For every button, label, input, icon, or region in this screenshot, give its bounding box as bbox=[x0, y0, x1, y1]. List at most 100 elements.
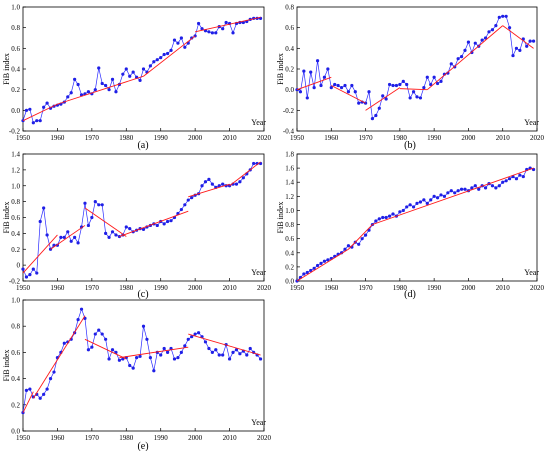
data-point bbox=[183, 203, 187, 207]
data-point bbox=[145, 337, 149, 341]
data-point bbox=[322, 259, 327, 263]
data-point bbox=[217, 184, 221, 188]
data-point bbox=[35, 271, 39, 275]
x-tick-label: 1980 bbox=[119, 284, 134, 292]
data-point bbox=[405, 82, 409, 87]
x-tick-label: 1980 bbox=[393, 134, 408, 142]
data-point bbox=[357, 242, 361, 246]
x-tick-label: 1980 bbox=[393, 284, 408, 292]
data-point bbox=[66, 230, 70, 234]
x-tick-label: 1970 bbox=[85, 284, 100, 292]
data-point bbox=[494, 186, 498, 190]
trend-line bbox=[348, 224, 373, 250]
series-line bbox=[22, 163, 261, 278]
data-point bbox=[97, 203, 101, 207]
data-point bbox=[459, 55, 464, 59]
data-point bbox=[210, 350, 214, 354]
trend-line bbox=[119, 210, 189, 237]
data-point bbox=[186, 198, 190, 202]
data-point bbox=[155, 223, 159, 228]
x-tick-label: 2010 bbox=[496, 284, 511, 292]
data-point bbox=[408, 96, 412, 100]
x-tick-label: 1960 bbox=[324, 134, 339, 142]
data-point bbox=[73, 77, 77, 81]
y-tick-label: 1.0 bbox=[11, 182, 20, 190]
data-point bbox=[66, 95, 70, 99]
data-point bbox=[42, 206, 46, 210]
x-tick-label: 2020 bbox=[257, 284, 272, 292]
data-point bbox=[374, 113, 378, 118]
data-point bbox=[360, 237, 364, 241]
data-point bbox=[432, 194, 436, 198]
data-point bbox=[507, 26, 512, 30]
data-point bbox=[169, 48, 173, 53]
data-point bbox=[141, 67, 146, 71]
y-tick-label: 0.2 bbox=[11, 246, 20, 254]
chart-panel-0: 1950 1960 1970 1980 1990 2000 2010 2020 -0.2 0.0 0… bbox=[2, 4, 272, 152]
data-point bbox=[31, 267, 35, 271]
data-point bbox=[31, 121, 35, 125]
data-point bbox=[487, 30, 491, 34]
data-point bbox=[374, 219, 378, 223]
x-tick-label: 2000 bbox=[188, 284, 203, 292]
data-point bbox=[497, 15, 501, 19]
data-point bbox=[162, 346, 166, 351]
data-point bbox=[248, 346, 252, 351]
x-tick-label: 2010 bbox=[223, 434, 238, 442]
data-point bbox=[152, 60, 156, 64]
x-tick-label: 1950 bbox=[290, 284, 305, 292]
y-tick-label: 0.4 bbox=[285, 45, 294, 53]
data-point bbox=[319, 83, 323, 88]
x-tick-label: 2010 bbox=[496, 134, 511, 142]
data-point bbox=[221, 182, 225, 186]
data-point bbox=[370, 117, 375, 121]
data-point bbox=[435, 81, 440, 86]
data-point bbox=[298, 90, 303, 94]
data-point bbox=[207, 346, 211, 351]
y-tick-label: 0.0 bbox=[285, 86, 294, 94]
trend-line bbox=[84, 338, 127, 360]
trend-line bbox=[331, 85, 366, 104]
data-point bbox=[214, 348, 218, 352]
trend-line bbox=[296, 248, 349, 282]
data-point bbox=[312, 266, 316, 270]
data-point bbox=[384, 97, 388, 101]
data-point bbox=[473, 184, 477, 188]
data-point bbox=[104, 231, 108, 235]
data-point bbox=[315, 59, 320, 63]
data-point bbox=[196, 331, 201, 335]
data-point bbox=[24, 108, 29, 112]
data-point bbox=[159, 353, 163, 357]
data-point bbox=[86, 90, 91, 94]
data-point bbox=[463, 48, 467, 53]
y-tick-label: 0.2 bbox=[11, 86, 20, 94]
data-point bbox=[148, 356, 152, 360]
data-point bbox=[114, 233, 118, 237]
data-point bbox=[449, 62, 453, 66]
x-tick-label: 2010 bbox=[223, 284, 238, 292]
x-axis-label: Year bbox=[251, 418, 266, 427]
y-axis-label: FiB index bbox=[2, 202, 11, 234]
y-tick-label: 0.8 bbox=[11, 24, 20, 32]
data-point bbox=[315, 263, 320, 268]
data-point bbox=[69, 239, 73, 243]
chart-panel-2: 1950 1960 1970 1980 1990 2000 2010 2020 -0.2 0 0.2… bbox=[2, 151, 272, 301]
data-point bbox=[463, 187, 467, 191]
data-point bbox=[90, 215, 94, 220]
data-point bbox=[231, 350, 235, 354]
trend-line bbox=[143, 35, 196, 77]
data-point bbox=[24, 275, 29, 279]
data-point bbox=[86, 348, 91, 352]
data-point bbox=[326, 67, 330, 71]
data-point bbox=[21, 119, 25, 123]
data-point bbox=[521, 174, 525, 179]
trend-line bbox=[188, 333, 261, 356]
data-point bbox=[93, 88, 97, 92]
data-point bbox=[234, 348, 239, 352]
data-point bbox=[425, 75, 429, 79]
x-tick-label: 2020 bbox=[530, 134, 545, 142]
data-point bbox=[128, 74, 132, 78]
data-point bbox=[166, 219, 170, 224]
data-point bbox=[367, 90, 371, 94]
series-line bbox=[296, 167, 534, 282]
